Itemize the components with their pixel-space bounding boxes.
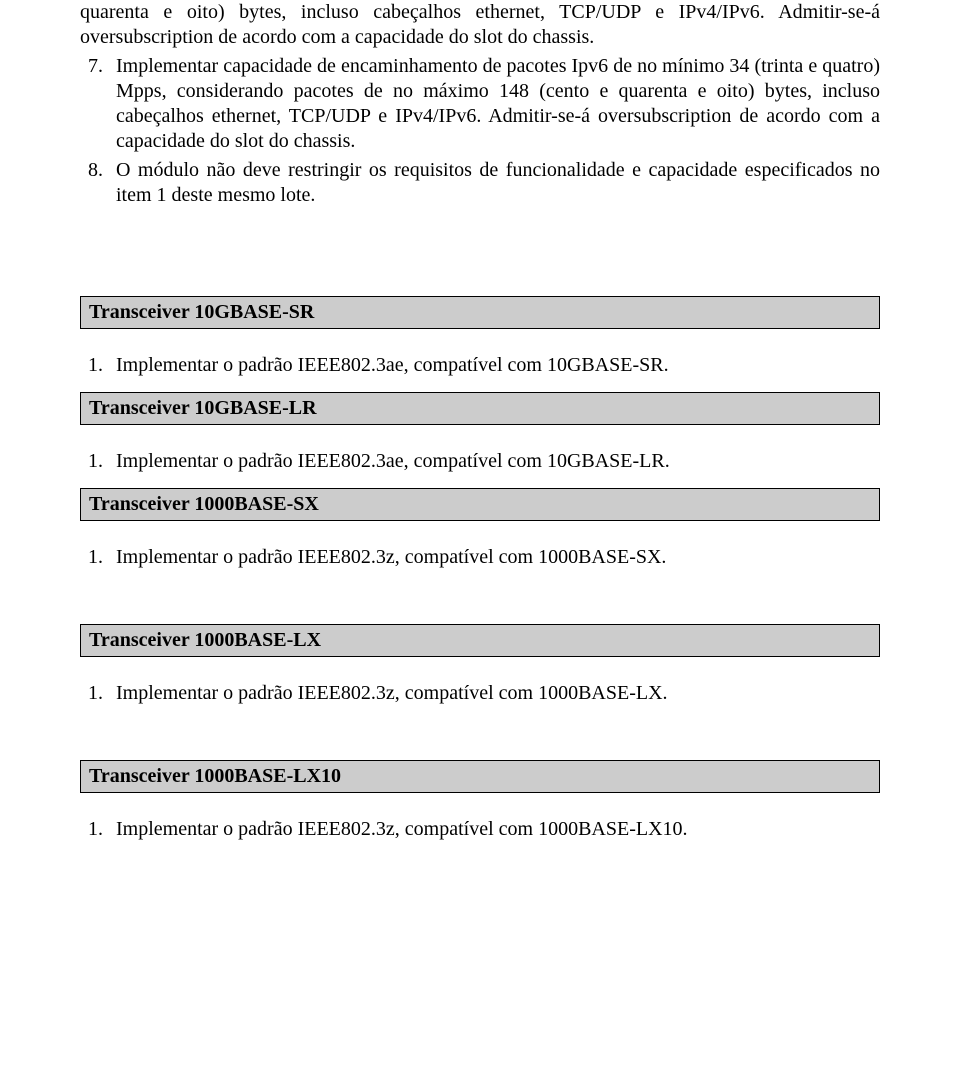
intro-list: 7. Implementar capacidade de encaminhame…	[80, 54, 880, 208]
list-text: Implementar o padrão IEEE802.3z, compatí…	[116, 545, 880, 570]
list-number: 1.	[80, 353, 116, 378]
spacer	[80, 807, 880, 817]
list-text: Implementar o padrão IEEE802.3z, compatí…	[116, 681, 880, 706]
list-number: 7.	[80, 54, 116, 154]
list-text: O módulo não deve restringir os requisit…	[116, 158, 880, 208]
spacer	[80, 236, 880, 296]
list-text: Implementar o padrão IEEE802.3ae, compat…	[116, 449, 880, 474]
spacer	[80, 439, 880, 449]
section-list: 1. Implementar o padrão IEEE802.3ae, com…	[80, 353, 880, 378]
list-number: 1.	[80, 817, 116, 842]
list-text: Implementar capacidade de encaminhamento…	[116, 54, 880, 154]
section-header: Transceiver 10GBASE-LR	[80, 392, 880, 425]
section-list: 1. Implementar o padrão IEEE802.3z, comp…	[80, 681, 880, 706]
list-number: 1.	[80, 545, 116, 570]
section-header: Transceiver 1000BASE-LX	[80, 624, 880, 657]
section-list: 1. Implementar o padrão IEEE802.3z, comp…	[80, 545, 880, 570]
section-list: 1. Implementar o padrão IEEE802.3ae, com…	[80, 449, 880, 474]
document-page: quarenta e oito) bytes, incluso cabeçalh…	[0, 0, 960, 886]
list-item: 1. Implementar o padrão IEEE802.3z, comp…	[80, 545, 880, 570]
section-header: Transceiver 1000BASE-LX10	[80, 760, 880, 793]
intro-continuation: quarenta e oito) bytes, incluso cabeçalh…	[80, 0, 880, 50]
section-header: Transceiver 1000BASE-SX	[80, 488, 880, 521]
spacer	[80, 343, 880, 353]
spacer	[80, 535, 880, 545]
list-number: 8.	[80, 158, 116, 208]
list-item: 8. O módulo não deve restringir os requi…	[80, 158, 880, 208]
list-number: 1.	[80, 449, 116, 474]
list-item: 1. Implementar o padrão IEEE802.3z, comp…	[80, 817, 880, 842]
list-item: 7. Implementar capacidade de encaminhame…	[80, 54, 880, 154]
list-text: Implementar o padrão IEEE802.3z, compatí…	[116, 817, 880, 842]
list-text: Implementar o padrão IEEE802.3ae, compat…	[116, 353, 880, 378]
spacer	[80, 671, 880, 681]
section-header: Transceiver 10GBASE-SR	[80, 296, 880, 329]
spacer	[80, 720, 880, 760]
list-item: 1. Implementar o padrão IEEE802.3z, comp…	[80, 681, 880, 706]
list-item: 1. Implementar o padrão IEEE802.3ae, com…	[80, 353, 880, 378]
list-item: 1. Implementar o padrão IEEE802.3ae, com…	[80, 449, 880, 474]
list-number: 1.	[80, 681, 116, 706]
spacer	[80, 584, 880, 624]
section-list: 1. Implementar o padrão IEEE802.3z, comp…	[80, 817, 880, 842]
